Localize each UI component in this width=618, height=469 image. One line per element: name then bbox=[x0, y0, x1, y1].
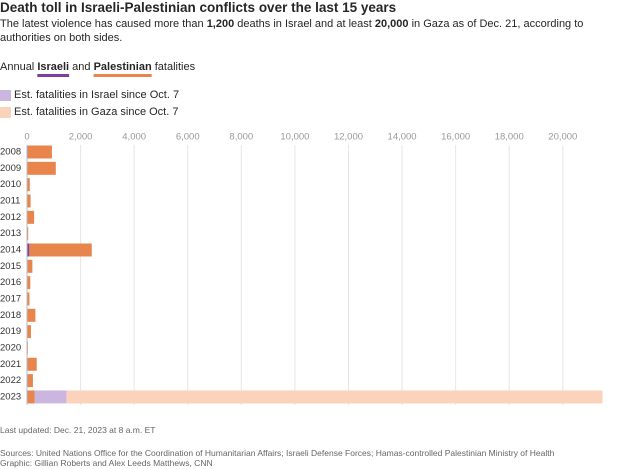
legend-text: and bbox=[69, 61, 94, 73]
x-tick-label: 12,000 bbox=[334, 132, 363, 143]
x-tick-label: 4,000 bbox=[122, 132, 146, 143]
y-tick-label: 2011 bbox=[0, 196, 20, 207]
y-tick-label: 2022 bbox=[0, 375, 21, 386]
y-tick-label: 2015 bbox=[0, 261, 21, 272]
bar-segment bbox=[27, 194, 31, 208]
x-tick-label: 10,000 bbox=[280, 132, 309, 143]
y-tick-label: 2014 bbox=[0, 244, 21, 255]
x-tick-label: 16,000 bbox=[441, 132, 470, 143]
bar-segment bbox=[27, 243, 30, 257]
x-tick-label: 0 bbox=[24, 132, 29, 143]
x-tick-label: 2,000 bbox=[69, 132, 93, 143]
bar-segment bbox=[27, 227, 29, 241]
bar-segment bbox=[34, 390, 67, 404]
chart: 0 2,000 4,000 6,000 8,000 10,000 12,000 14,000 1… bbox=[0, 132, 603, 405]
subtitle: The latest violence has caused more than… bbox=[0, 18, 612, 45]
bar-segment bbox=[27, 161, 56, 175]
y-tick-label: 2009 bbox=[0, 163, 21, 174]
bar-segment bbox=[27, 357, 37, 371]
bar-segment bbox=[66, 390, 603, 404]
y-tick-label: 2018 bbox=[0, 310, 21, 321]
bar-segment bbox=[27, 308, 36, 322]
y-tick-label: 2008 bbox=[0, 147, 21, 158]
bar-segment bbox=[27, 178, 30, 192]
y-tick-label: 2016 bbox=[0, 277, 21, 288]
y-tick-label: 2010 bbox=[0, 179, 21, 190]
legend-israeli: Israeli bbox=[37, 61, 70, 73]
x-tick-label: 14,000 bbox=[388, 132, 417, 143]
bar-segment bbox=[29, 243, 92, 257]
y-tick-label: 2013 bbox=[0, 228, 21, 239]
legend-text: fatalities bbox=[151, 61, 196, 73]
x-tick-label: 18,000 bbox=[495, 132, 524, 143]
y-tick-label: 2020 bbox=[0, 342, 21, 353]
x-tick-label: 8,000 bbox=[229, 132, 253, 143]
y-tick-label: 2023 bbox=[0, 391, 21, 402]
x-tick-label: 20,000 bbox=[548, 132, 577, 143]
legend-swatch bbox=[0, 89, 11, 101]
bar-segment bbox=[27, 276, 31, 290]
subtitle-number: 20,000 bbox=[374, 18, 409, 30]
sources: Sources: United Nations Office for the C… bbox=[0, 448, 555, 458]
legend-item: Est. fatalities in Gaza since Oct. 7 bbox=[0, 106, 178, 118]
bar-segment bbox=[27, 259, 33, 273]
legend-text: Annual bbox=[0, 61, 38, 73]
subtitle-text: The latest violence has caused more than bbox=[0, 18, 207, 30]
legend-line: Annual Israeli and Palestinian fatalitie… bbox=[0, 61, 195, 73]
bar-segment bbox=[27, 210, 35, 224]
bar-segment bbox=[27, 145, 52, 159]
y-tick-label: 2017 bbox=[0, 293, 21, 304]
bar-segment bbox=[27, 374, 33, 388]
subtitle-text: deaths in Israel and at least bbox=[234, 18, 375, 30]
subtitle-number: 1,200 bbox=[206, 18, 235, 30]
subtitle-text: in Gaza as of Dec. 21, according to auth… bbox=[0, 18, 584, 44]
legend-swatch bbox=[0, 106, 11, 118]
chart-title: Death toll in Israeli-Palestinian confli… bbox=[0, 0, 397, 15]
y-tick-label: 2012 bbox=[0, 212, 21, 223]
legend-label: Est. fatalities in Gaza since Oct. 7 bbox=[14, 106, 179, 118]
bar-segment bbox=[27, 325, 31, 339]
legend-palestinian: Palestinian bbox=[93, 61, 152, 73]
legend-item: Est. fatalities in Israel since Oct. 7 bbox=[0, 89, 179, 101]
x-tick-label: 6,000 bbox=[176, 132, 200, 143]
y-tick-label: 2019 bbox=[0, 326, 21, 337]
updated: Last updated: Dec. 21, 2023 at 8 a.m. ET bbox=[0, 425, 156, 435]
legend-label: Est. fatalities in Israel since Oct. 7 bbox=[14, 89, 180, 101]
bar-segment bbox=[27, 292, 30, 306]
y-tick-label: 2021 bbox=[0, 359, 21, 370]
credit: Graphic: Gillian Roberts and Alex Leeds … bbox=[0, 458, 213, 468]
bar-segment bbox=[27, 390, 35, 404]
